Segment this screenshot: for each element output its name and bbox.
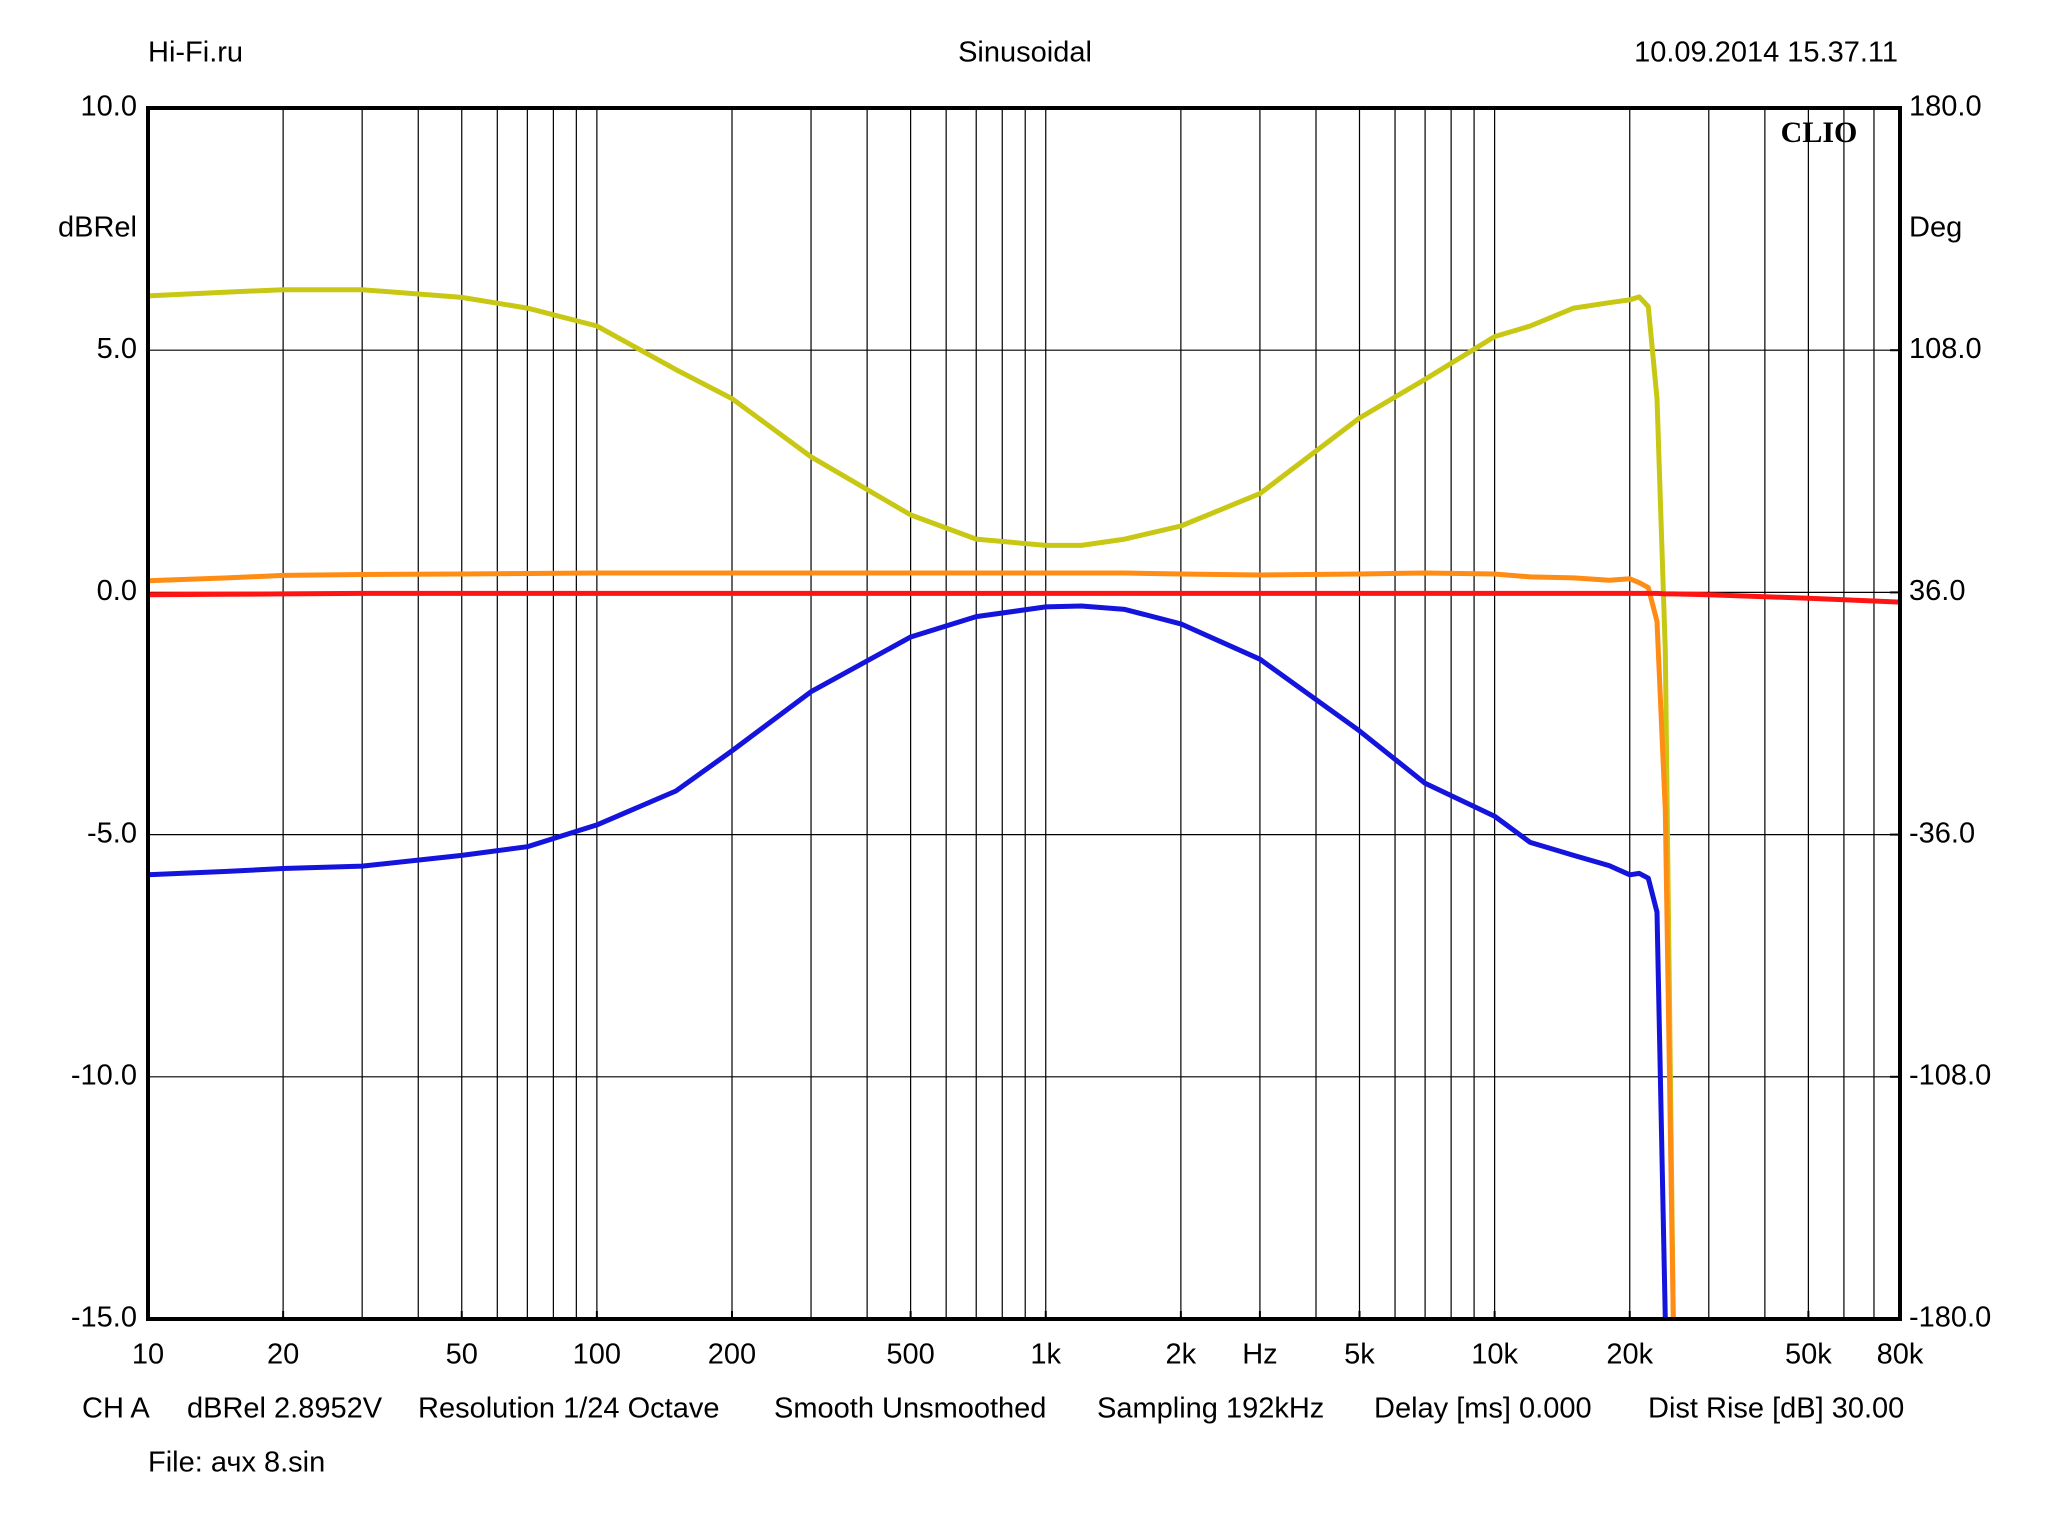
y2-tick-label: 180.0	[1909, 91, 1982, 123]
y2-tick-label: 108.0	[1909, 333, 1982, 365]
footer-info: Delay [ms] 0.000	[1374, 1393, 1592, 1425]
chart-title: Sinusoidal	[958, 37, 1092, 69]
footer-info: dBRel 2.8952V	[187, 1393, 383, 1425]
y-axis-label: dBRel	[58, 212, 137, 244]
x-tick-label: Hz	[1242, 1339, 1277, 1371]
x-tick-label: 10k	[1471, 1339, 1518, 1371]
x-tick-label: 20k	[1606, 1339, 1653, 1371]
x-tick-label: 50k	[1785, 1339, 1832, 1371]
footer-info: CH A	[82, 1393, 150, 1425]
y2-tick-label: -36.0	[1909, 817, 1975, 849]
x-tick-label: 5k	[1344, 1339, 1375, 1371]
lines	[148, 287, 1900, 1319]
footer-info: Smooth Unsmoothed	[774, 1393, 1046, 1425]
logo: CLIO	[1781, 116, 1858, 149]
file-name: File: ачх 8.sin	[148, 1447, 325, 1479]
y2-axis-label: Deg	[1909, 212, 1962, 244]
x-tick-label: 200	[708, 1339, 756, 1371]
series-line	[148, 590, 1900, 605]
series-line	[148, 603, 1668, 1319]
header-left: Hi-Fi.ru	[148, 37, 243, 69]
x-tick-label: 2k	[1166, 1339, 1197, 1371]
series-line	[148, 570, 1676, 1319]
x-tick-label: 100	[573, 1339, 621, 1371]
footer-info: Resolution 1/24 Octave	[418, 1393, 719, 1425]
x-tick-label: 1k	[1030, 1339, 1061, 1371]
x-tick-label: 10	[132, 1339, 164, 1371]
plot-frame	[146, 106, 1902, 1321]
y-tick-label: -10.0	[71, 1059, 137, 1091]
x-tick-label: 80k	[1877, 1339, 1924, 1371]
footer-info: Sampling 192kHz	[1097, 1393, 1324, 1425]
y-tick-label: 10.0	[81, 91, 137, 123]
x-tick-label: 50	[446, 1339, 478, 1371]
y2-tick-label: -180.0	[1909, 1302, 1991, 1334]
series-line	[148, 287, 1676, 1319]
y-tick-label: 0.0	[97, 575, 137, 607]
y2-tick-label: -108.0	[1909, 1059, 1991, 1091]
footer-info: Dist Rise [dB] 30.00	[1648, 1393, 1904, 1425]
y-tick-label: -15.0	[71, 1302, 137, 1334]
x-tick-label: 500	[886, 1339, 934, 1371]
y-tick-label: -5.0	[87, 817, 137, 849]
date: 10.09.2014 15.37.11	[1634, 37, 1898, 69]
y-tick-label: 5.0	[97, 333, 137, 365]
y2-tick-label: 36.0	[1909, 575, 1965, 607]
grid	[147, 107, 1901, 1320]
x-tick-label: 20	[267, 1339, 299, 1371]
